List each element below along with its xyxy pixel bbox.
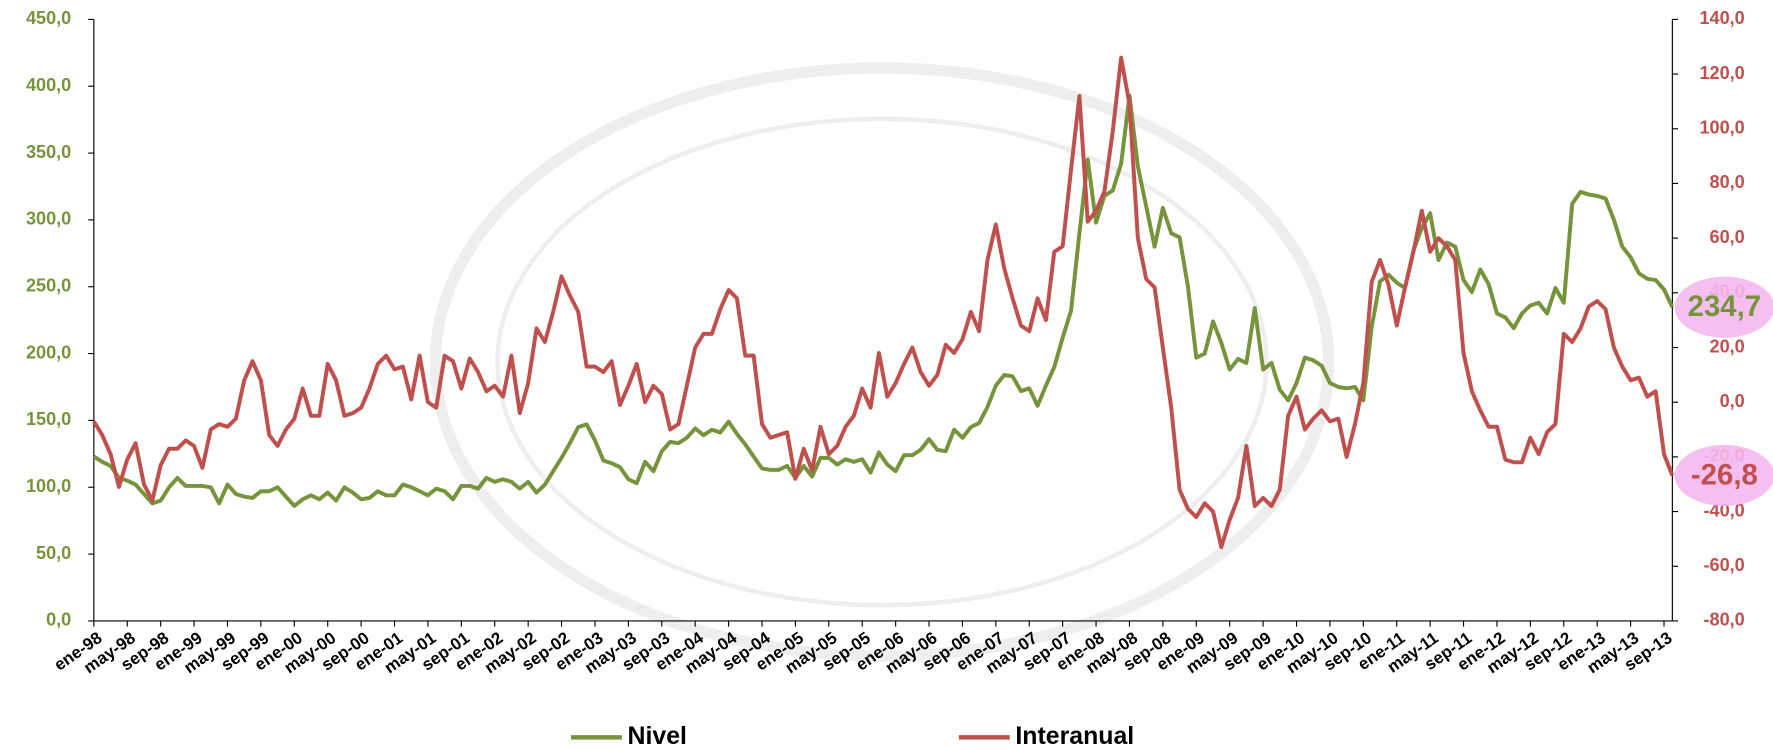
label-highlight <box>1674 276 1773 338</box>
value-label: -26,8 <box>1691 458 1758 491</box>
value-label: 234,7 <box>1688 290 1762 323</box>
y-tick-label: 300,0 <box>26 209 71 229</box>
y2-tick-label: -80,0 <box>1704 610 1745 630</box>
y2-tick-label: 140,0 <box>1699 8 1744 28</box>
y2-tick-label: 80,0 <box>1710 172 1745 192</box>
series-line <box>92 93 1675 508</box>
y2-tick-label: -60,0 <box>1704 555 1745 575</box>
watermark <box>429 62 1335 662</box>
y-tick-label: 250,0 <box>26 276 71 296</box>
y2-tick-label: 120,0 <box>1699 63 1744 83</box>
y2-tick-label: 0,0 <box>1720 391 1745 411</box>
y-tick-label: 100,0 <box>26 476 71 496</box>
y-tick-label: 450,0 <box>26 8 71 28</box>
y-tick-label: 150,0 <box>26 409 71 429</box>
y-tick-label: 350,0 <box>26 142 71 162</box>
legend-label: Nivel <box>628 722 687 750</box>
y2-tick-label: 20,0 <box>1710 336 1745 356</box>
y-tick-label: 0,0 <box>46 610 71 630</box>
y-tick-label: 50,0 <box>36 543 71 563</box>
legend-label: Interanual <box>1015 722 1134 750</box>
y-tick-label: 400,0 <box>26 75 71 95</box>
y2-tick-label: 60,0 <box>1710 227 1745 247</box>
series-line <box>92 55 1675 550</box>
label-highlight <box>1674 444 1773 506</box>
y2-tick-label: 100,0 <box>1699 118 1744 138</box>
y-tick-label: 200,0 <box>26 342 71 362</box>
